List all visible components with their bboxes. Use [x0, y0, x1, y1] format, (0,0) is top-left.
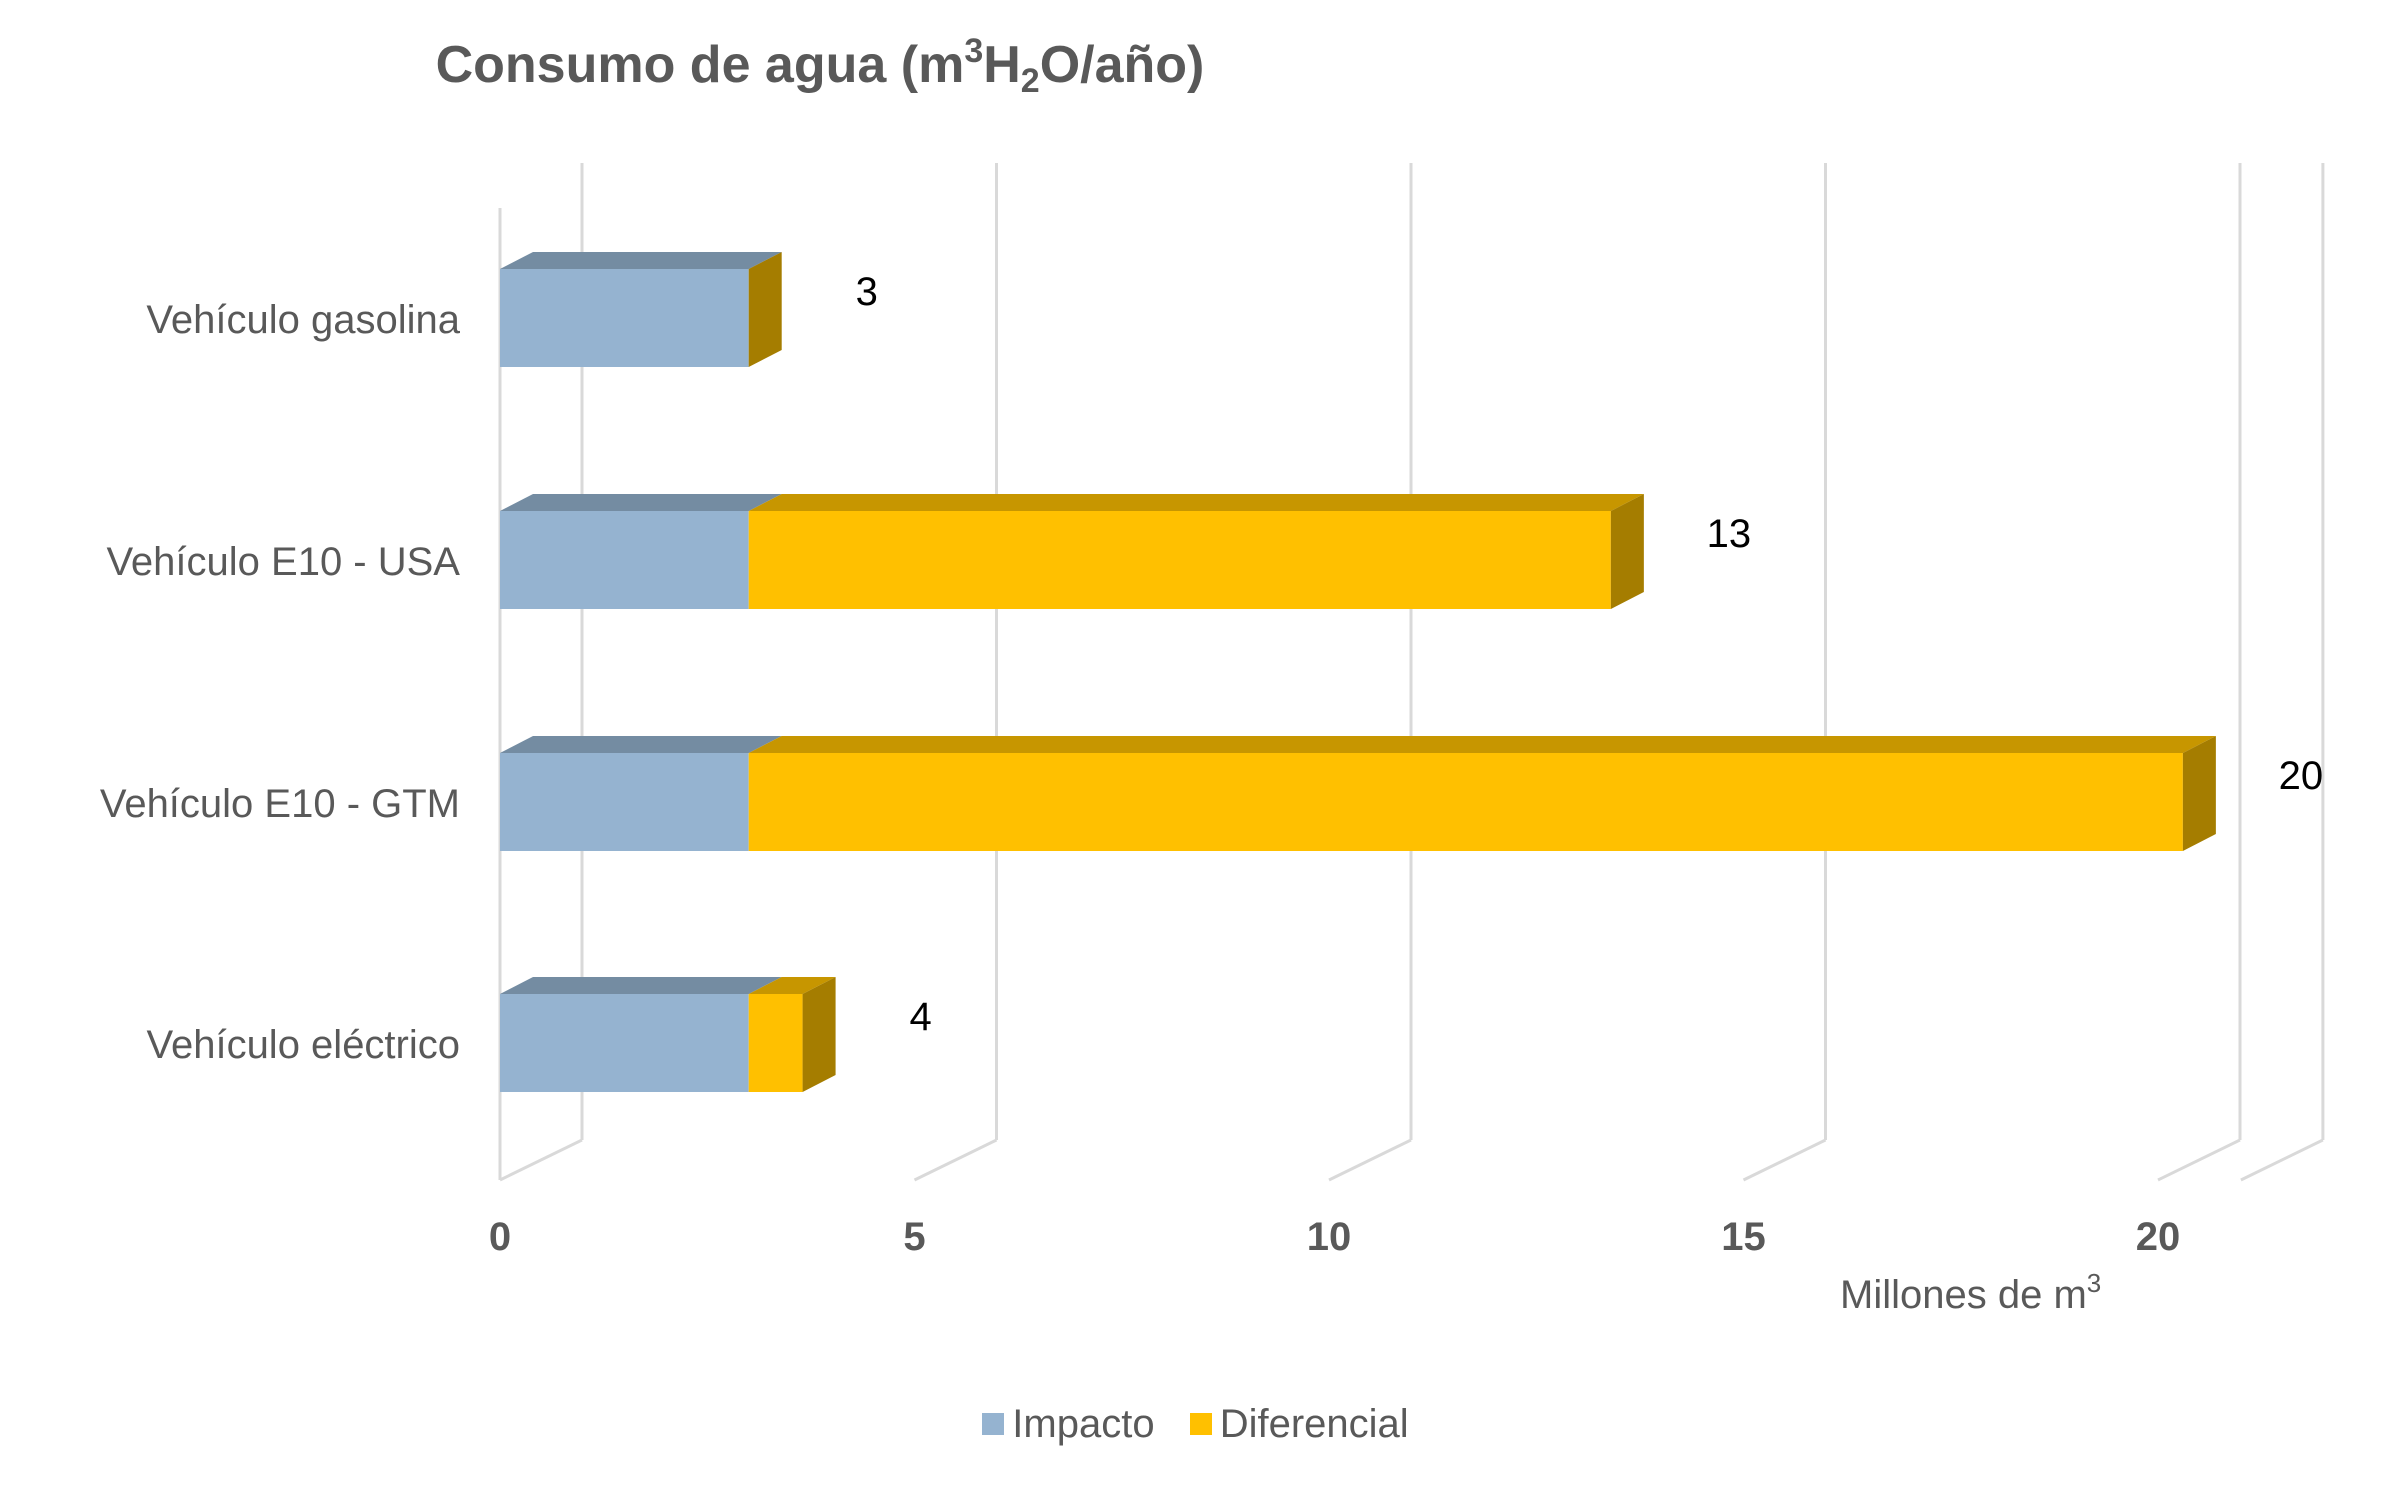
bar-segment-0 [500, 994, 749, 1092]
bar-side-face [748, 252, 782, 367]
category-label: Vehículo E10 - USA [106, 540, 460, 584]
legend-label-diferencial: Diferencial [1219, 1401, 1409, 1446]
data-label: 4 [909, 995, 931, 1039]
floor-edge [499, 1138, 583, 1182]
bar-segment-1 [748, 753, 2183, 851]
category-label: Vehículo eléctrico [146, 1023, 460, 1067]
data-label: 13 [1707, 512, 1752, 556]
floor-gridline-1 [913, 1138, 998, 1182]
category-label: Vehículo E10 - GTM [100, 782, 460, 826]
bar-segment-1 [748, 994, 803, 1092]
bar-top-0 [500, 494, 782, 511]
x-tick-label: 10 [1307, 1215, 1352, 1259]
legend-swatch-diferencial [1189, 1413, 1212, 1435]
x-tick-label: 5 [903, 1215, 925, 1259]
bar-side-face [1610, 494, 1644, 609]
floor-gridline-4 [2157, 1138, 2241, 1182]
bar-top-0 [500, 252, 782, 269]
legend: Impacto Diferencial [0, 1400, 2391, 1447]
bar-top-1 [748, 494, 1644, 511]
chart-title: Consumo de agua (m3H2O/año) [435, 32, 1205, 100]
category-label: Vehículo gasolina [146, 298, 460, 342]
data-label: 3 [856, 270, 878, 314]
bar-side-face [2182, 736, 2216, 851]
bar-top-0 [500, 977, 782, 994]
bar-segment-1 [748, 511, 1611, 609]
x-tick-label: 20 [2136, 1215, 2181, 1259]
x-tick-label: 15 [1721, 1215, 1766, 1259]
bar-segment-0 [500, 269, 749, 367]
legend-item-diferencial: Diferencial [1189, 1401, 1409, 1447]
bar-top-1 [748, 736, 2216, 753]
x-axis-unit-label: Millones de m3 [1840, 1268, 2102, 1317]
legend-item-impacto: Impacto [982, 1401, 1155, 1447]
floor-gridline-5 [2240, 1138, 2324, 1182]
floor-gridline-3 [1742, 1138, 1827, 1182]
x-tick-label: 0 [489, 1215, 511, 1259]
bar-top-0 [500, 736, 782, 753]
floor-gridline-2 [1328, 1138, 1412, 1182]
bar-top-1 [748, 977, 836, 994]
bar-segment-0 [500, 753, 749, 851]
bar-segment-0 [500, 511, 749, 609]
data-label: 20 [2279, 754, 2324, 798]
legend-label-impacto: Impacto [1012, 1401, 1155, 1446]
bar-side-face [802, 977, 836, 1092]
legend-swatch-impacto [982, 1413, 1005, 1435]
